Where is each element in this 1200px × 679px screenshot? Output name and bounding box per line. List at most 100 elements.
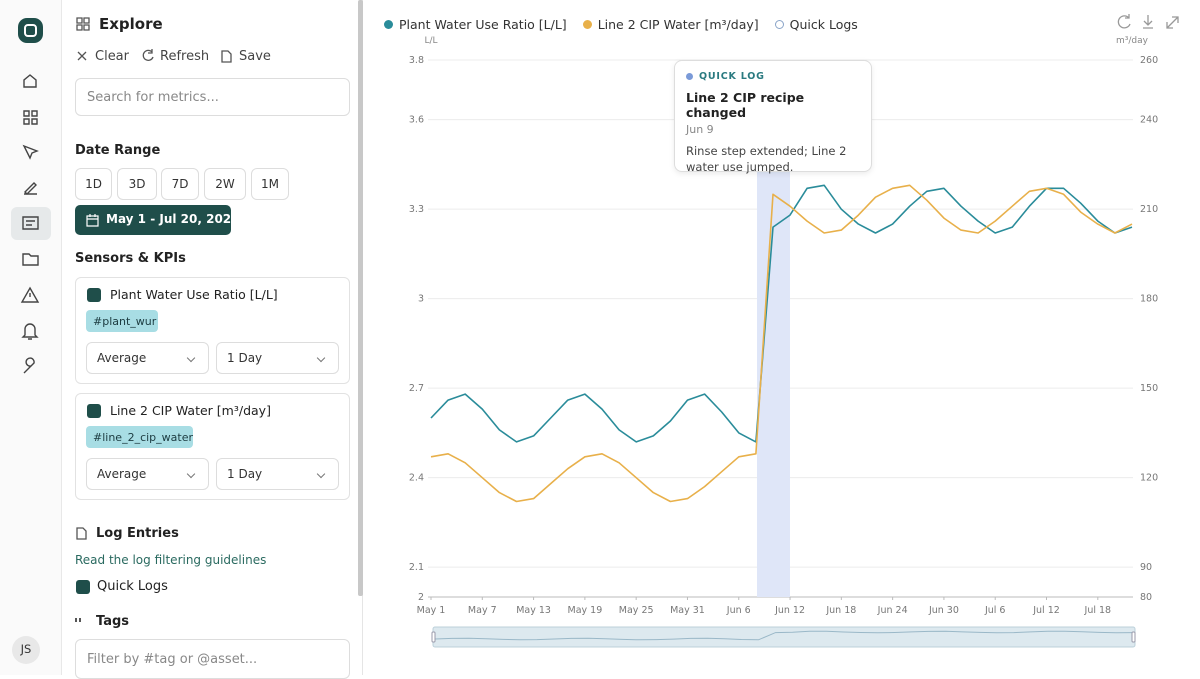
sensor-checkbox[interactable]	[87, 288, 101, 302]
x-tick-label: Jun 12	[774, 605, 805, 616]
sidebar	[62, 0, 363, 675]
date-picker[interactable]	[75, 205, 231, 235]
y2-tick-label: 150	[1140, 383, 1158, 394]
tooltip-title: Line 2 CIP recipe changed	[686, 90, 805, 120]
y-axis-unit: L/L	[424, 36, 437, 46]
brush-handle	[431, 631, 436, 643]
tools-icon[interactable]	[23, 357, 35, 374]
legend-label[interactable]: Plant Water Use Ratio [L/L]	[399, 16, 567, 32]
x-tick-label: Jul 6	[984, 605, 1006, 616]
legend-swatch	[774, 19, 784, 29]
range-button[interactable]: 1D	[75, 168, 112, 200]
user-initials: JS	[20, 642, 32, 656]
y-tick-label: 2.7	[409, 383, 424, 394]
range-button[interactable]: 3D	[117, 168, 157, 200]
x-tick-label: May 31	[670, 605, 705, 616]
range-button[interactable]: 1M	[251, 168, 289, 200]
y-tick-label: 3.8	[409, 55, 424, 66]
sensor-card	[75, 277, 350, 384]
dashboard-icon[interactable]	[23, 110, 38, 125]
y2-tick-label: 80	[1140, 592, 1152, 603]
y-tick-label: 2	[418, 592, 424, 603]
tooltip-date: Jun 9	[686, 123, 714, 136]
overview-brush	[432, 626, 1136, 648]
logo[interactable]	[18, 18, 43, 43]
legend: Plant Water Use Ratio [L/L] Line 2 CIP W…	[384, 15, 858, 33]
expand-icon[interactable]	[1166, 16, 1179, 29]
x-tick-label: Jun 18	[825, 605, 856, 616]
brush-handle	[1131, 631, 1136, 643]
overview-line	[434, 630, 1134, 641]
x-tick-label: May 13	[516, 605, 551, 616]
download-icon[interactable]	[1143, 15, 1153, 29]
sensor-checkbox[interactable]	[87, 404, 101, 418]
calendar-icon	[86, 214, 99, 227]
interval-select[interactable]: 1 Day	[216, 342, 339, 374]
x-tick-label: May 25	[619, 605, 654, 616]
y-tick-label: 3.3	[409, 204, 424, 215]
explore-icon[interactable]	[22, 216, 39, 230]
avatar[interactable]	[12, 636, 40, 664]
log-tooltip: QUICK LOG Line 2 CIP recipe changed Jun …	[674, 60, 872, 174]
tooltip-kind: QUICK LOG	[699, 71, 765, 82]
aggregation-select[interactable]: Average	[86, 458, 209, 490]
tooltip-text: Rinse step extended; Line 2 water use ju…	[686, 144, 847, 174]
y-tick-label: 2.4	[409, 473, 424, 484]
refresh-chart-icon[interactable]	[1117, 14, 1131, 29]
icon-rail: JS	[0, 0, 62, 675]
folder-icon[interactable]	[22, 253, 39, 266]
legend-label[interactable]: Line 2 CIP Water [m³/day]	[597, 16, 759, 32]
clear-button[interactable]: Clear	[95, 49, 129, 64]
sensor-name: Line 2 CIP Water [m³/day]	[110, 403, 271, 418]
quick-logs-checkbox[interactable]	[76, 580, 90, 594]
log-entries-label: Log Entries	[96, 526, 179, 541]
alert-icon[interactable]	[20, 286, 40, 303]
home-icon[interactable]	[23, 74, 37, 88]
refresh-button[interactable]: Refresh	[160, 49, 210, 64]
tag-filter[interactable]: Filter by #tag or @asset...	[75, 639, 350, 679]
y2-tick-label: 90	[1140, 562, 1152, 573]
interval-select[interactable]: 1 Day	[216, 458, 339, 490]
legend-swatch	[582, 19, 592, 29]
x-tick-label: May 7	[468, 605, 497, 616]
save-button[interactable]: Save	[239, 49, 271, 64]
y2-tick-label: 180	[1140, 294, 1158, 305]
y-tick-label: 3	[418, 294, 424, 305]
log-guidelines-link[interactable]: Read the log filtering guidelines	[75, 553, 267, 567]
y2-tick-label: 240	[1140, 115, 1158, 126]
sensors-label: Sensors & KPIs	[75, 251, 186, 266]
range-button[interactable]: 2W	[204, 168, 246, 200]
metric-search[interactable]: Search for metrics...	[75, 78, 350, 116]
sensor-tag: #line_2_cip_water	[86, 426, 193, 448]
legend-swatch	[384, 19, 393, 29]
sensor-card	[75, 393, 350, 500]
series-line	[430, 184, 1133, 443]
scrollbar[interactable]	[358, 0, 363, 596]
x-tick-label: Jul 12	[1032, 605, 1060, 616]
edit-icon[interactable]	[24, 182, 37, 195]
toolbar-icons[interactable]	[1117, 14, 1179, 29]
y2-tick-label: 120	[1140, 473, 1158, 484]
x-tick-label: May 19	[568, 605, 603, 616]
legend-label[interactable]: Quick Logs	[789, 16, 858, 32]
bell-icon[interactable]	[21, 323, 39, 340]
x-tick-label: Jul 18	[1084, 605, 1112, 616]
date-range-value: May 1 - Jul 20, 2026	[106, 212, 240, 226]
panel-title: Explore	[99, 15, 163, 33]
y-tick-label: 2.1	[409, 562, 424, 573]
y-tick-label: 3.6	[409, 115, 424, 126]
x-tick-label: May 1	[417, 605, 446, 616]
sensor-tag: #plant_wur	[86, 310, 158, 332]
sensor-name: Plant Water Use Ratio [L/L]	[110, 287, 278, 302]
quick-logs-label: Quick Logs	[97, 579, 168, 594]
x-tick-label: Jun 6	[726, 605, 751, 616]
y2-tick-label: 210	[1140, 204, 1158, 215]
aggregation-select[interactable]: Average	[86, 342, 209, 374]
x-tick-label: Jun 24	[877, 605, 908, 616]
tags-label: Tags	[96, 614, 130, 629]
nav-icon[interactable]	[22, 144, 39, 160]
y2-tick-label: 260	[1140, 55, 1158, 66]
series-line	[430, 184, 1133, 503]
range-button[interactable]: 7D	[161, 168, 199, 200]
